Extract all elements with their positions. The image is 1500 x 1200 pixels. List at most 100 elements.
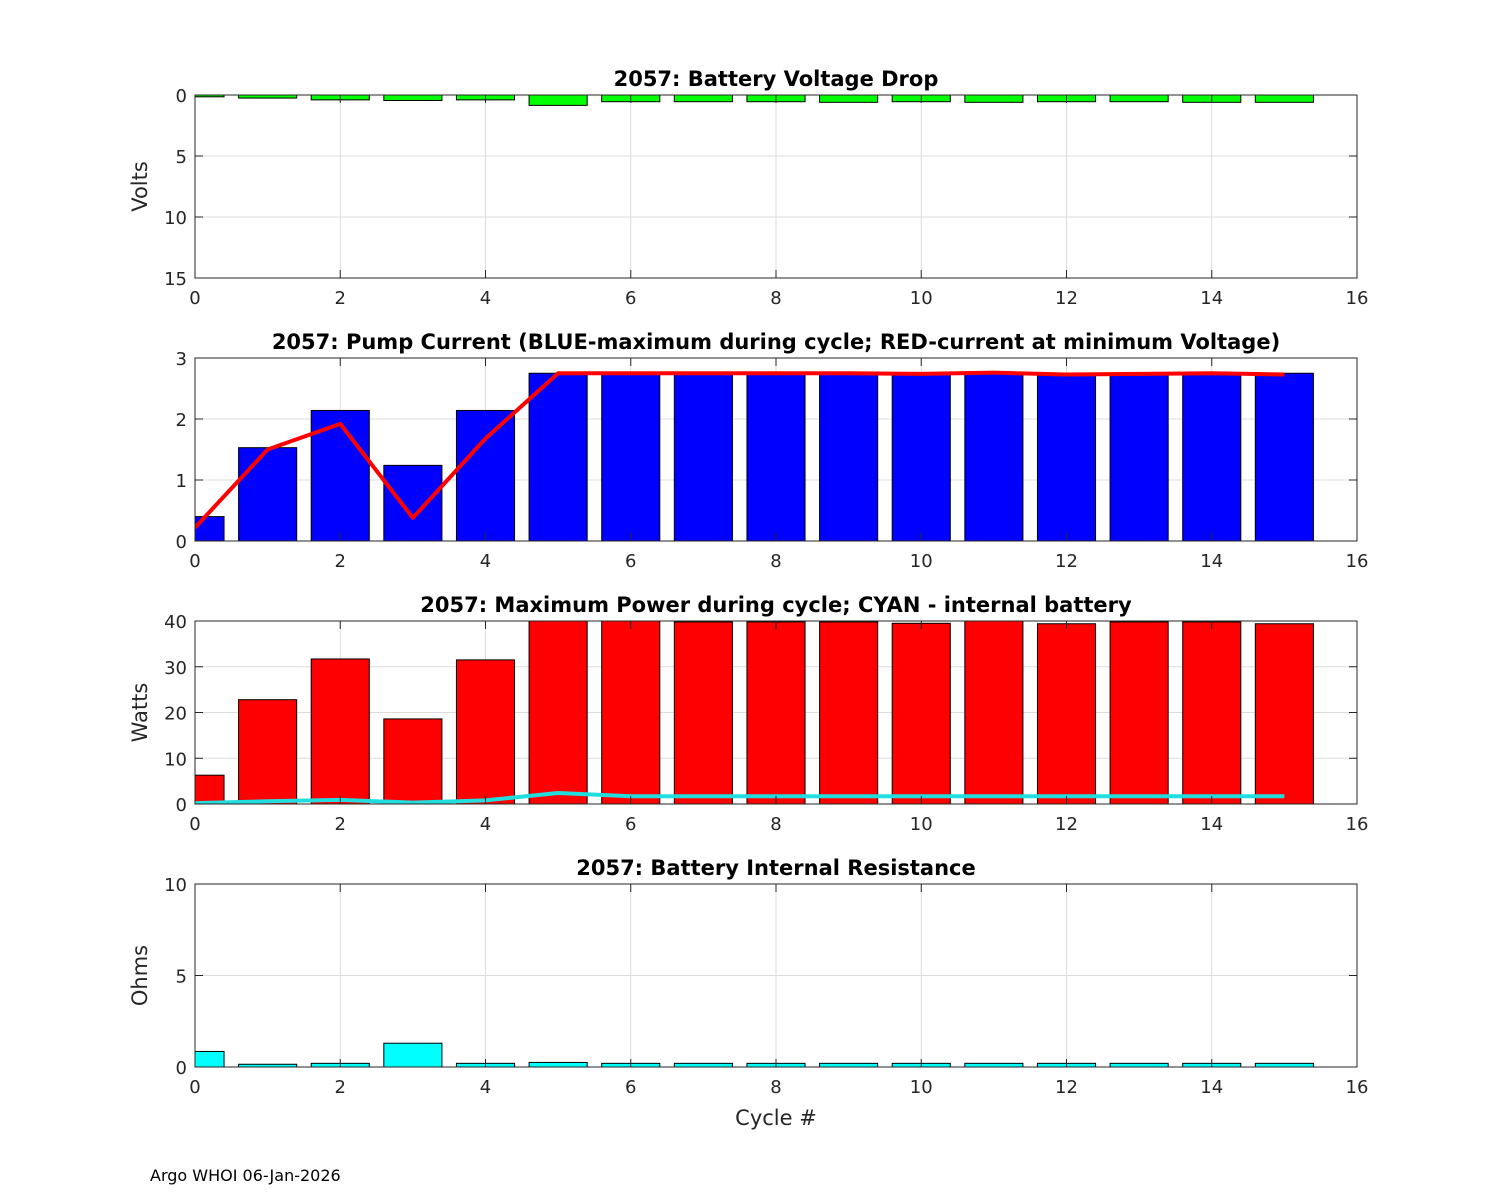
- x-tick-label: 6: [625, 551, 636, 572]
- x-tick-label: 4: [480, 1077, 491, 1098]
- y-tick-label: 0: [176, 86, 187, 107]
- bars: [195, 95, 1314, 106]
- bar: [746, 621, 806, 804]
- chart-title: 2057: Battery Internal Resistance: [576, 856, 976, 880]
- bar: [673, 621, 733, 804]
- bar: [1254, 623, 1314, 804]
- x-tick-label: 16: [1346, 551, 1369, 572]
- bar: [819, 372, 879, 541]
- y-axis-label: Ohms: [128, 945, 152, 1006]
- bar: [891, 372, 951, 541]
- x-tick-label: 12: [1055, 288, 1078, 309]
- bar: [1109, 372, 1169, 541]
- x-tick-label: 14: [1200, 1077, 1223, 1098]
- x-tick-label: 8: [770, 1077, 781, 1098]
- x-tick-label: 10: [910, 551, 933, 572]
- x-tick-label: 0: [189, 288, 200, 309]
- x-tick-label: 2: [335, 814, 346, 835]
- x-tick-label: 6: [625, 288, 636, 309]
- bar: [383, 464, 443, 541]
- chart-title: 2057: Maximum Power during cycle; CYAN -…: [420, 593, 1132, 617]
- bar: [819, 1062, 879, 1067]
- bar: [1109, 95, 1169, 103]
- bar: [195, 774, 225, 804]
- x-tick-label: 12: [1055, 1077, 1078, 1098]
- chart-title: 2057: Battery Voltage Drop: [614, 67, 939, 91]
- bar: [1109, 621, 1169, 804]
- bar: [1036, 623, 1097, 804]
- bars: [195, 1042, 1314, 1067]
- x-tick-label: 8: [770, 288, 781, 309]
- y-tick-label: 3: [176, 349, 187, 370]
- x-tick-label: 12: [1055, 814, 1078, 835]
- bar: [746, 372, 806, 541]
- series-line: [195, 370, 1285, 529]
- chart-panel-3: 0 2 4 6 8 10 12 14 16 0 10 20 30 40 2057: Maximum Powe…: [128, 593, 1368, 835]
- x-tick-label: 14: [1200, 551, 1223, 572]
- x-tick-label: 10: [910, 288, 933, 309]
- bar: [1182, 621, 1242, 804]
- x-tick-label: 4: [480, 814, 491, 835]
- bar: [891, 622, 951, 804]
- x-tick-label: 0: [189, 551, 200, 572]
- x-tick-label: 12: [1055, 551, 1078, 572]
- y-tick-label: 0: [176, 532, 187, 553]
- y-tick-label: 10: [164, 208, 187, 229]
- y-tick-label: 10: [164, 875, 187, 896]
- chart-panel-4: 0 2 4 6 8 10 12 14 16 0 5 10 2057: Battery Internal …: [128, 856, 1368, 1130]
- bar: [673, 95, 733, 103]
- x-tick-label: 6: [625, 814, 636, 835]
- bar: [964, 372, 1024, 541]
- x-tick-label: 0: [189, 814, 200, 835]
- bar: [528, 1061, 588, 1067]
- x-tick-label: 8: [770, 551, 781, 572]
- bar: [455, 409, 516, 541]
- x-tick-label: 16: [1346, 1077, 1369, 1098]
- bar: [238, 699, 298, 804]
- bar: [195, 95, 225, 98]
- x-tick-label: 2: [335, 1077, 346, 1098]
- y-tick-label: 1: [176, 471, 187, 492]
- chart-panel-1: 0 2 4 6 8 10 12 14 16 0 5 10 15 2057: Battery Voltage…: [128, 67, 1368, 309]
- bar: [964, 1062, 1024, 1067]
- y-tick-label: 10: [164, 749, 187, 770]
- x-tick-label: 10: [910, 1077, 933, 1098]
- bar: [455, 659, 516, 804]
- chart-title: 2057: Pump Current (BLUE-maximum during …: [272, 330, 1280, 354]
- y-tick-label: 5: [176, 147, 187, 168]
- x-tick-label: 4: [480, 551, 491, 572]
- bars: [195, 621, 1314, 804]
- y-tick-label: 40: [164, 612, 187, 633]
- y-tick-label: 0: [176, 795, 187, 816]
- y-tick-label: 2: [176, 410, 187, 431]
- y-tick-label: 0: [176, 1058, 187, 1079]
- y-tick-label: 20: [164, 704, 187, 725]
- bar: [601, 621, 661, 804]
- bar: [528, 372, 588, 541]
- y-axis-label: Watts: [128, 683, 152, 743]
- x-tick-label: 16: [1346, 288, 1369, 309]
- y-tick-label: 15: [164, 269, 187, 290]
- bar: [383, 1042, 443, 1067]
- x-tick-label: 14: [1200, 814, 1223, 835]
- x-tick-label: 2: [335, 551, 346, 572]
- bar: [195, 1050, 225, 1067]
- series-line: [195, 791, 1285, 804]
- bar: [1182, 372, 1242, 541]
- bar: [238, 447, 298, 541]
- x-tick-label: 16: [1346, 814, 1369, 835]
- bar: [964, 621, 1024, 804]
- x-tick-label: 14: [1200, 288, 1223, 309]
- bar: [673, 372, 733, 541]
- x-tick-label: 0: [189, 1077, 200, 1098]
- bar: [1254, 372, 1314, 541]
- x-tick-label: 6: [625, 1077, 636, 1098]
- bar: [383, 95, 443, 101]
- bars: [195, 372, 1314, 541]
- bar: [238, 95, 298, 99]
- x-axis-label: Cycle #: [735, 1106, 817, 1130]
- bar: [528, 95, 588, 106]
- bar: [1036, 372, 1097, 541]
